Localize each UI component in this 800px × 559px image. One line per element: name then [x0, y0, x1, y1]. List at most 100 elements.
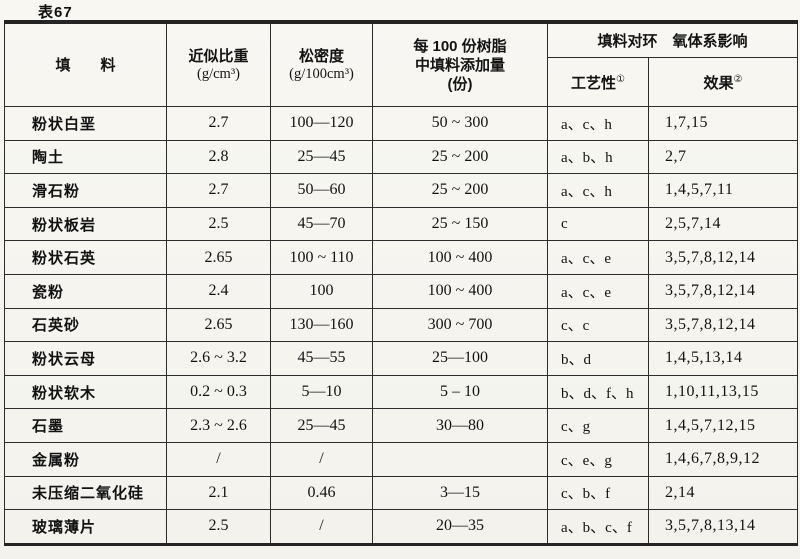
table-body: 粉状白垩 2.7 100—120 50 ~ 300 a、c、h 1,7,15 陶土 2.8 25…: [4, 106, 799, 545]
header-bulk-density: 松密度 (g/100cm³): [270, 21, 373, 107]
header-row-group: 填 料 近似比重 (g/cm³) 松密度 (g/100cm³) 每 100 份树…: [4, 21, 799, 107]
cell-processability: c、b、f: [547, 475, 649, 511]
cell-specific-gravity: 2.8: [166, 139, 271, 175]
cell-processability: c、c: [547, 307, 649, 343]
cell-effect: 1,7,15: [647, 106, 799, 141]
cell-amount-per-100-resin: 25 ~ 200: [372, 139, 548, 175]
cell-bulk-density: 50—60: [270, 173, 373, 208]
cell-specific-gravity: /: [166, 441, 271, 477]
cell-amount-per-100-resin: 3—15: [372, 475, 548, 511]
cell-filler: 玻璃薄片: [4, 509, 167, 545]
header-row-sub: 工艺性① 效果②: [5, 57, 799, 107]
cell-processability: a、c、e: [547, 240, 649, 275]
cell-bulk-density: 100 ~ 110: [270, 240, 373, 275]
cell-filler: 石英砂: [4, 307, 167, 343]
cell-effect: 1,4,5,13,14: [647, 341, 799, 376]
cell-specific-gravity: 2.5: [166, 509, 271, 545]
table-row: 陶土 2.8 25—45 25 ~ 200 a、b、h 2,7: [4, 139, 799, 175]
cell-bulk-density: 25—45: [270, 139, 373, 175]
header-filler-label: 填 料: [55, 56, 116, 74]
cell-effect: 1,4,5,7,11: [647, 173, 799, 208]
cell-specific-gravity: 2.6 ~ 3.2: [166, 341, 271, 376]
cell-processability: a、c、e: [547, 273, 649, 309]
cell-amount-per-100-resin: 25 ~ 200: [372, 173, 548, 208]
cell-bulk-density: 100—120: [270, 106, 373, 141]
header-amount-per-100-resin: 每 100 份树脂 中填料添加量 (份): [372, 21, 548, 107]
cell-processability: c: [547, 206, 649, 242]
table-row: 粉状云母 2.6 ~ 3.2 45—55 25—100 b、d 1,4,5,13,14: [4, 341, 799, 376]
cell-amount-per-100-resin: 300 ~ 700: [372, 307, 548, 343]
header-bulk-density-unit: (g/100cm³): [289, 66, 354, 82]
table-number-label: 表67: [38, 4, 73, 21]
cell-amount-per-100-resin: 50 ~ 300: [372, 106, 548, 141]
cell-filler: 粉状板岩: [4, 206, 167, 242]
cell-effect: 2,14: [647, 475, 799, 511]
table-row: 金属粉 / / c、e、g 1,4,6,7,8,9,12: [4, 441, 799, 477]
cell-bulk-density: 45—55: [270, 341, 373, 376]
cell-effect: 3,5,7,8,13,14: [647, 509, 799, 545]
cell-specific-gravity: 2.3 ~ 2.6: [166, 408, 271, 443]
cell-specific-gravity: 0.2 ~ 0.3: [166, 374, 271, 410]
cell-filler: 粉状白垩: [4, 106, 167, 141]
cell-filler: 石墨: [4, 408, 167, 443]
table-header: 填 料 近似比重 (g/cm³) 松密度 (g/100cm³) 每 100 份树…: [4, 21, 799, 107]
header-amount-unit: (份): [447, 75, 473, 93]
footnote-mark-1: ①: [616, 73, 625, 85]
cell-effect: 1,10,11,13,15: [647, 374, 799, 410]
cell-effect: 2,5,7,14: [647, 206, 799, 242]
cell-processability: b、d: [547, 341, 649, 376]
header-specific-gravity: 近似比重 (g/cm³): [166, 21, 271, 107]
header-filler: 填 料: [4, 21, 167, 107]
cell-processability: c、e、g: [547, 441, 649, 477]
cell-bulk-density: 5—10: [270, 374, 373, 410]
header-processability: 工艺性①: [547, 57, 649, 107]
cell-amount-per-100-resin: 25 ~ 150: [372, 206, 548, 242]
cell-filler: 粉状软木: [4, 374, 167, 410]
cell-specific-gravity: 2.65: [166, 307, 271, 343]
cell-effect: 1,4,5,7,12,15: [647, 408, 799, 443]
cell-bulk-density: 130—160: [270, 307, 373, 343]
cell-amount-per-100-resin: 20—35: [372, 509, 548, 545]
table-row: 未压缩二氧化硅 2.1 0.46 3—15 c、b、f 2,14: [4, 475, 799, 511]
cell-effect: 1,4,6,7,8,9,12: [647, 441, 799, 477]
header-specific-gravity-unit: (g/cm³): [197, 66, 240, 82]
cell-specific-gravity: 2.1: [166, 475, 271, 511]
table-row: 粉状白垩 2.7 100—120 50 ~ 300 a、c、h 1,7,15: [4, 106, 799, 141]
table-row: 粉状软木 0.2 ~ 0.3 5—10 5 – 10 b、d、f、h 1,10,11,13…: [4, 374, 799, 410]
cell-amount-per-100-resin: 30—80: [372, 408, 548, 443]
cell-amount-per-100-resin: 100 ~ 400: [372, 273, 548, 309]
cell-processability: c、g: [547, 408, 649, 443]
cell-effect: 2,7: [647, 139, 799, 175]
cell-specific-gravity: 2.65: [166, 240, 271, 275]
cell-filler: 滑石粉: [4, 173, 167, 208]
cell-effect: 3,5,7,8,12,14: [647, 240, 799, 275]
header-effect-group: 填料对环 氧体系影响: [546, 21, 799, 58]
cell-filler: 金属粉: [4, 441, 167, 477]
cell-bulk-density: 45—70: [270, 206, 373, 242]
cell-filler: 瓷粉: [4, 273, 167, 309]
table-row: 粉状板岩 2.5 45—70 25 ~ 150 c 2,5,7,14: [4, 206, 799, 242]
cell-filler: 粉状石英: [4, 240, 167, 275]
header-effect: 效果②: [647, 57, 799, 107]
table-row: 粉状石英 2.65 100 ~ 110 100 ~ 400 a、c、e 3,5,7,8,1…: [4, 240, 799, 275]
cell-bulk-density: 25—45: [270, 408, 373, 443]
cell-amount-per-100-resin: 25—100: [372, 341, 548, 376]
cell-specific-gravity: 2.7: [166, 173, 271, 208]
cell-specific-gravity: 2.5: [166, 206, 271, 242]
cell-processability: a、b、h: [547, 139, 649, 175]
cell-processability: a、b、c、f: [547, 509, 649, 545]
cell-filler: 粉状云母: [4, 341, 167, 376]
table-row: 石墨 2.3 ~ 2.6 25—45 30—80 c、g 1,4,5,7,12,15: [4, 408, 799, 443]
cell-processability: b、d、f、h: [547, 374, 649, 410]
cell-amount-per-100-resin: [372, 441, 548, 477]
cell-specific-gravity: 2.7: [166, 106, 271, 141]
cell-bulk-density: 0.46: [270, 475, 373, 511]
table-row: 石英砂 2.65 130—160 300 ~ 700 c、c 3,5,7,8,12,14: [4, 307, 799, 343]
cell-amount-per-100-resin: 100 ~ 400: [372, 240, 548, 275]
footnote-mark-2: ②: [733, 73, 743, 85]
cell-specific-gravity: 2.4: [166, 273, 271, 309]
table-row: 瓷粉 2.4 100 100 ~ 400 a、c、e 3,5,7,8,12,14: [4, 273, 799, 309]
cell-filler: 陶土: [4, 139, 167, 175]
cell-filler: 未压缩二氧化硅: [4, 475, 167, 511]
